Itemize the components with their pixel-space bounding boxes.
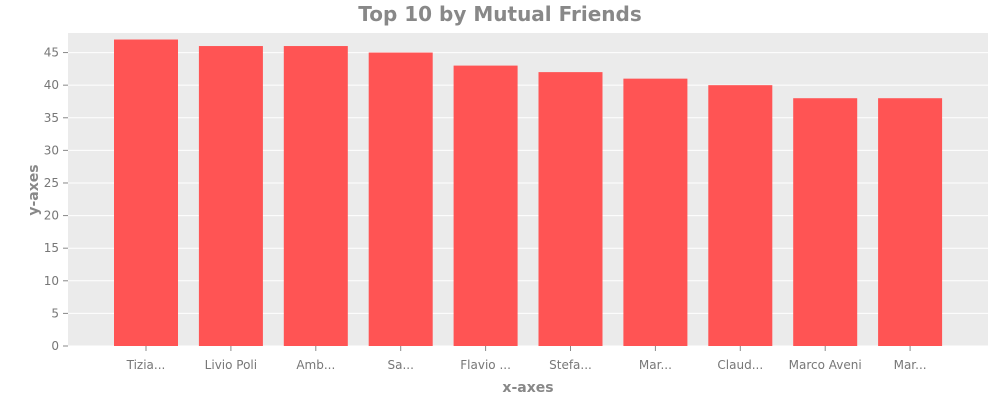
y-tick-label: 15 bbox=[44, 241, 59, 255]
y-tick-label: 5 bbox=[51, 306, 59, 320]
x-tick-label: Tizia... bbox=[126, 358, 166, 372]
bar[interactable] bbox=[623, 78, 688, 346]
y-axis-ticks: 0 5 10 15 20 25 30 35 40 45 bbox=[44, 46, 68, 353]
bar[interactable] bbox=[368, 52, 433, 346]
y-tick-label: 30 bbox=[44, 143, 59, 157]
y-axis-title: y-axes bbox=[26, 164, 42, 215]
bar[interactable] bbox=[793, 98, 858, 346]
y-tick-label: 0 bbox=[51, 339, 59, 353]
y-tick-label: 40 bbox=[44, 78, 59, 92]
bar[interactable] bbox=[708, 85, 773, 347]
x-tick-label: Livio Poli bbox=[205, 358, 257, 372]
x-tick-label: Sa... bbox=[387, 358, 413, 372]
x-tick-label: Marco Aveni bbox=[789, 358, 862, 372]
y-tick-label: 45 bbox=[44, 46, 59, 60]
bars bbox=[114, 39, 943, 347]
x-tick-label: Flavio ... bbox=[460, 358, 511, 372]
x-tick-label: Claud... bbox=[717, 358, 763, 372]
bar[interactable] bbox=[453, 65, 518, 347]
x-tick-label: Stefa... bbox=[549, 358, 592, 372]
x-tick-label: Amb... bbox=[296, 358, 335, 372]
y-tick-label: 20 bbox=[44, 209, 59, 223]
y-tick-label: 35 bbox=[44, 111, 59, 125]
x-tick-label: Mar... bbox=[894, 358, 927, 372]
x-axis-ticks: Tizia... Livio Poli Amb... Sa... Flavio ... S… bbox=[126, 346, 927, 372]
bar[interactable] bbox=[198, 46, 263, 347]
y-tick-label: 10 bbox=[44, 274, 59, 288]
x-tick-label: Mar... bbox=[639, 358, 672, 372]
bar[interactable] bbox=[283, 46, 348, 347]
y-tick-label: 25 bbox=[44, 176, 59, 190]
bar[interactable] bbox=[538, 72, 603, 346]
bar[interactable] bbox=[114, 39, 178, 346]
bar[interactable] bbox=[878, 98, 943, 346]
chart-title: Top 10 by Mutual Friends bbox=[358, 2, 642, 26]
x-axis-title: x-axes bbox=[502, 380, 553, 396]
